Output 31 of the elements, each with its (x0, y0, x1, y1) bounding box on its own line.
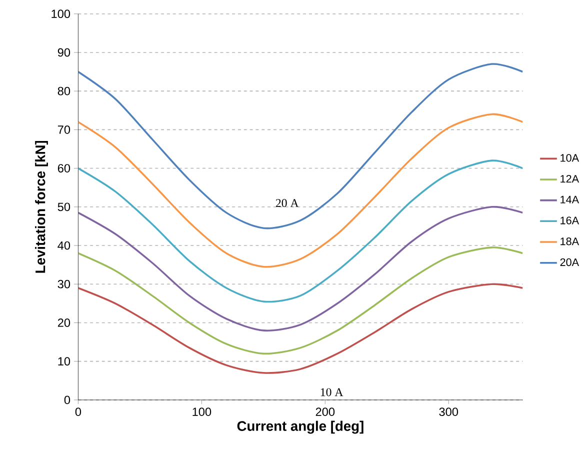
annotation: 20 A (276, 198, 299, 207)
y-tick-label: 40 (58, 241, 70, 250)
legend-label: 18A (560, 237, 580, 246)
line-series (78, 206, 523, 332)
legend-label: 16A (560, 216, 580, 224)
legend-label: 12A (560, 174, 580, 182)
y-tick-label: 60 (58, 164, 70, 172)
y-tick-label: 70 (58, 125, 70, 134)
x-tick-label: 0 (75, 407, 82, 416)
line-series (78, 62, 523, 230)
y-tick-label: 10 (58, 356, 70, 366)
y-tick-label: 80 (58, 86, 70, 96)
y-tick-label: 0 (64, 396, 70, 404)
x-tick-label: 200 (316, 407, 335, 416)
y-tick-label: 30 (58, 280, 70, 288)
x-tick-label: 100 (192, 407, 212, 416)
annotation: 10 A (320, 388, 344, 396)
x-axis-title: Current angle [deg] (237, 420, 364, 434)
y-tick-label: 90 (58, 48, 70, 56)
y-tick-label: 100 (52, 10, 70, 18)
y-axis-title: Levitation force [kN] (35, 140, 48, 273)
legend-label: 20A (560, 258, 580, 266)
legend-label: 10A (560, 154, 580, 162)
line-series (78, 283, 523, 374)
line-series (78, 246, 523, 354)
line-series (78, 160, 523, 302)
y-tick-label: 50 (58, 202, 70, 211)
legend-label: 14A (560, 196, 580, 204)
y-tick-label: 20 (58, 318, 70, 327)
x-tick-label: 300 (439, 407, 458, 416)
line-series (78, 113, 523, 268)
